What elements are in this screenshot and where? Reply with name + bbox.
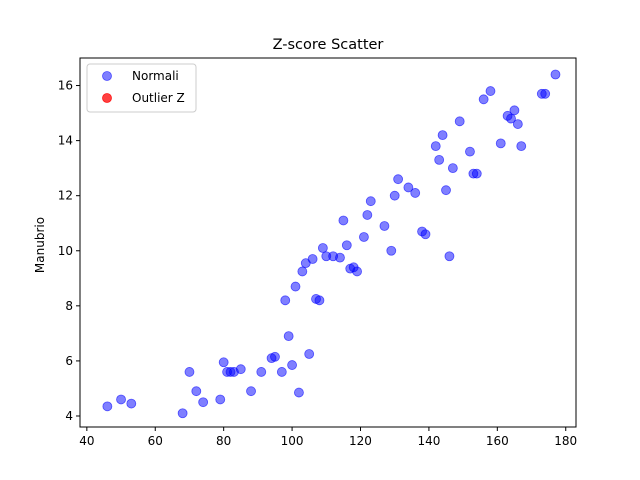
data-point-normal [246, 386, 256, 397]
data-point-normal [280, 295, 291, 306]
data-point-normal [506, 113, 516, 124]
data-point-normal [198, 397, 209, 408]
x-tick-label: 140 [417, 434, 440, 448]
data-point-normal [102, 401, 113, 412]
data-point-normal [297, 266, 308, 277]
x-tick-label: 180 [554, 434, 577, 448]
data-point-normal [362, 210, 373, 220]
data-point-normal [389, 190, 400, 201]
data-point-normal [512, 119, 523, 129]
legend-label-outlier: Outlier Z [132, 91, 185, 105]
data-point-normal [441, 185, 451, 196]
data-point-normal [294, 387, 304, 398]
data-point-normal [191, 386, 202, 397]
data-point-normal [430, 141, 441, 152]
x-axis-ticks: 40 60 80 100 120 140 160 180 [79, 427, 577, 448]
data-points [102, 69, 561, 419]
data-point-normal [352, 266, 362, 277]
y-tick-label: 10 [58, 244, 73, 258]
data-point-normal [403, 182, 414, 193]
x-tick-label: 120 [349, 434, 372, 448]
data-point-normal [283, 331, 294, 342]
data-point-normal [550, 69, 561, 80]
y-tick-label: 16 [58, 79, 73, 93]
data-point-normal [410, 188, 421, 198]
data-point-normal [471, 168, 482, 179]
data-point-normal [495, 138, 506, 149]
data-point-normal [126, 398, 137, 409]
data-point-normal [454, 116, 465, 127]
data-point-normal [314, 295, 325, 306]
data-point-normal [465, 146, 475, 157]
data-point-normal [177, 408, 188, 419]
y-tick-label: 4 [65, 409, 73, 423]
legend-label-normali: Normali [132, 69, 179, 83]
x-tick-label: 40 [79, 434, 94, 448]
data-point-normal [379, 221, 390, 231]
y-axis-ticks: 4 6 8 10 12 14 16 [58, 79, 80, 423]
data-point-normal [276, 367, 287, 377]
data-point-normal [215, 394, 226, 405]
y-tick-label: 6 [65, 354, 73, 368]
data-point-normal [359, 232, 369, 242]
data-point-normal [307, 254, 318, 264]
x-tick-label: 80 [216, 434, 231, 448]
x-tick-label: 60 [148, 434, 163, 448]
x-tick-label: 100 [281, 434, 304, 448]
y-axis-label: Manubrio [33, 217, 47, 273]
data-point-normal [317, 243, 328, 253]
data-point-normal [437, 130, 448, 141]
data-point-normal [540, 88, 551, 99]
data-point-normal [256, 367, 267, 377]
legend-marker-normali [102, 71, 112, 81]
data-point-normal [485, 86, 496, 96]
data-point-normal [304, 349, 315, 359]
data-point-normal [290, 281, 301, 292]
y-tick-label: 12 [58, 189, 73, 203]
plot-frame [79, 57, 577, 428]
data-point-normal [393, 174, 404, 185]
y-tick-label: 14 [58, 134, 73, 148]
data-point-normal [338, 215, 349, 226]
data-point-normal [184, 367, 195, 377]
data-point-normal [509, 105, 520, 116]
legend-box [86, 63, 197, 113]
data-point-normal [434, 154, 445, 165]
data-point-normal [386, 245, 397, 256]
chart-title: Z-score Scatter [273, 37, 384, 53]
data-point-normal [365, 196, 376, 207]
x-tick-label: 160 [486, 434, 509, 448]
data-point-normal [341, 240, 352, 251]
data-point-normal [235, 364, 246, 375]
data-point-normal [287, 360, 297, 370]
legend: Normali Outlier Z [86, 63, 197, 113]
data-point-normal [335, 252, 345, 263]
y-tick-label: 8 [65, 299, 73, 313]
data-point-normal [447, 163, 458, 174]
legend-marker-outlier [102, 93, 112, 103]
data-point-normal [116, 394, 126, 405]
data-point-normal [218, 357, 229, 368]
data-point-normal [516, 141, 527, 152]
data-point-normal [444, 251, 455, 262]
data-point-normal [270, 351, 280, 362]
data-point-normal [420, 229, 431, 240]
data-point-normal [478, 94, 489, 105]
